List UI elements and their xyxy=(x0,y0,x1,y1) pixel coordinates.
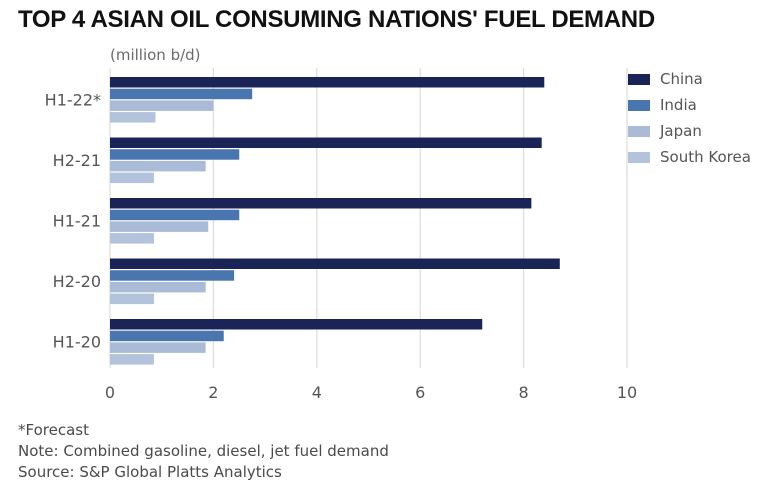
chart-title: TOP 4 ASIAN OIL CONSUMING NATIONS' FUEL … xyxy=(18,6,655,33)
bar-india-h1-22 xyxy=(110,88,253,100)
bar-india-h1-20 xyxy=(110,330,224,342)
legend-label-japan: Japan xyxy=(660,122,702,140)
bars xyxy=(110,77,560,365)
bar-south-korea-h1-20 xyxy=(110,354,154,365)
legend-swatch-china xyxy=(628,73,650,85)
x-tick-label: 6 xyxy=(415,383,425,402)
note-footnote: Note: Combined gasoline, diesel, jet fue… xyxy=(18,442,389,460)
x-tick-label: 2 xyxy=(208,383,218,402)
category-label: H1-22* xyxy=(45,90,101,109)
forecast-footnote: *Forecast xyxy=(18,421,89,439)
category-label: H2-21 xyxy=(53,151,101,170)
legend: China India Japan South Korea xyxy=(628,66,751,170)
bar-india-h1-21 xyxy=(110,209,240,221)
legend-label-india: India xyxy=(660,96,697,114)
footnotes: *Forecast Note: Combined gasoline, diese… xyxy=(18,420,389,483)
bar-japan-h1-20 xyxy=(110,342,206,353)
legend-item-india: India xyxy=(628,92,751,118)
bar-japan-h1-22 xyxy=(110,100,214,111)
legend-item-china: China xyxy=(628,66,751,92)
legend-label-china: China xyxy=(660,70,703,88)
unit-label: (million b/d) xyxy=(110,46,201,64)
legend-item-south-korea: South Korea xyxy=(628,144,751,170)
bar-south-korea-h1-22 xyxy=(110,112,156,123)
legend-swatch-south-korea xyxy=(628,151,650,163)
source-footnote: Source: S&P Global Platts Analytics xyxy=(18,463,282,481)
x-tick-labels: 0 2 4 6 8 10 xyxy=(105,383,637,402)
category-label: H2-20 xyxy=(53,272,101,291)
bar-south-korea-h2-20 xyxy=(110,293,154,305)
bar-china-h2-20 xyxy=(110,258,560,269)
category-label: H1-20 xyxy=(53,332,101,351)
legend-swatch-india xyxy=(628,99,650,111)
bar-india-h2-21 xyxy=(110,149,240,160)
legend-item-japan: Japan xyxy=(628,118,751,144)
bar-china-h1-22 xyxy=(110,77,545,88)
category-labels: H1-22* H2-21 H1-21 H2-20 H1-20 xyxy=(45,90,101,351)
bar-india-h2-20 xyxy=(110,270,235,281)
bar-china-h1-20 xyxy=(110,319,483,330)
bar-japan-h2-20 xyxy=(110,281,206,293)
bar-south-korea-h1-21 xyxy=(110,233,154,244)
bar-japan-h2-21 xyxy=(110,160,206,172)
category-label: H1-21 xyxy=(53,211,101,230)
x-tick-label: 0 xyxy=(105,383,115,402)
legend-label-south-korea: South Korea xyxy=(660,148,751,166)
x-tick-label: 8 xyxy=(519,383,529,402)
bar-china-h2-21 xyxy=(110,137,542,148)
x-tick-label: 4 xyxy=(312,383,322,402)
bar-china-h1-21 xyxy=(110,198,532,209)
bar-south-korea-h2-21 xyxy=(110,172,154,184)
x-tick-label: 10 xyxy=(617,383,637,402)
bar-japan-h1-21 xyxy=(110,221,209,232)
legend-swatch-japan xyxy=(628,125,650,137)
